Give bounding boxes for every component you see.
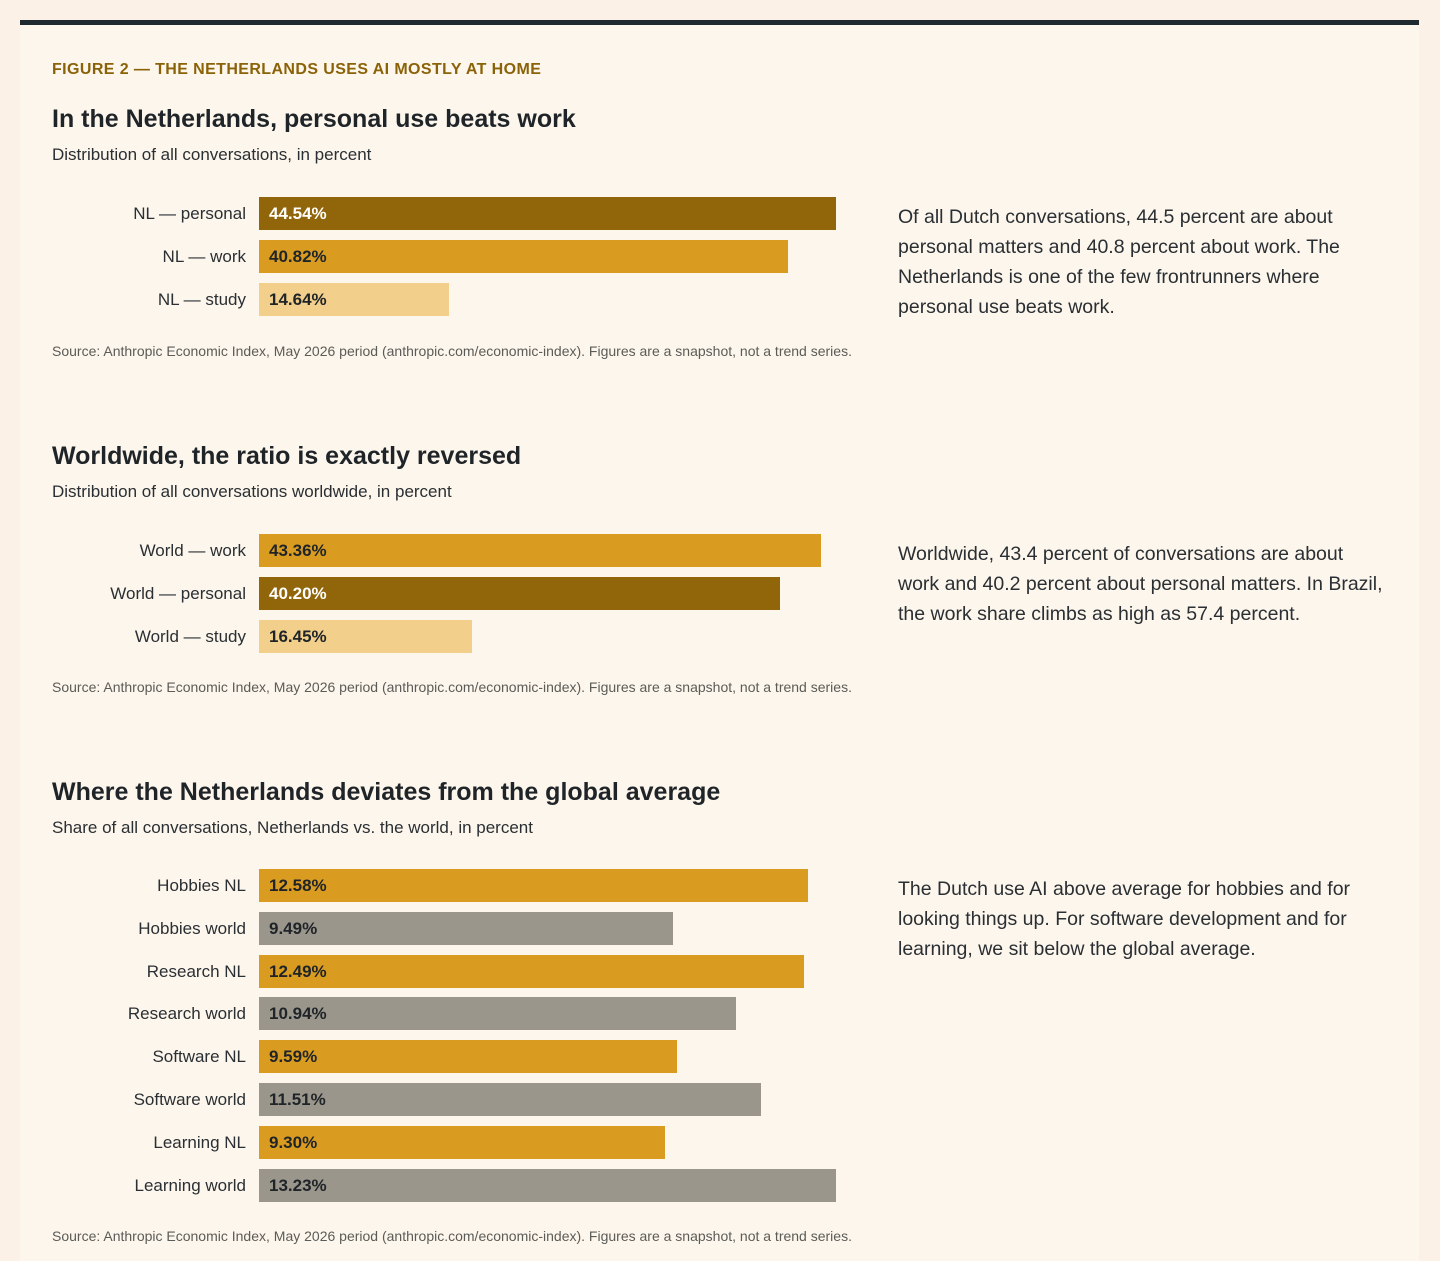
- bar-row: Learning NL 9.30%: [20, 1126, 880, 1159]
- category-label: NL — study: [157, 290, 246, 309]
- figure-card: FIGURE 2 — THE NETHERLANDS USES AI MOSTL…: [20, 20, 1419, 1261]
- bar-study: 16.45%: [259, 620, 472, 653]
- bar-world: 9.49%: [259, 912, 673, 945]
- value-label: 9.59%: [269, 1047, 318, 1066]
- source-note: Source: Anthropic Economic Index, May 20…: [52, 1228, 852, 1244]
- category-label: Software world: [133, 1090, 246, 1109]
- bar-row: Research NL 12.49%: [20, 955, 880, 988]
- bar-row: World — personal 40.20%: [20, 577, 880, 610]
- category-label: Hobbies NL: [157, 876, 246, 895]
- bar-row: NL — study 14.64%: [20, 283, 880, 316]
- bar-work: 40.82%: [259, 240, 788, 273]
- value-label: 9.30%: [269, 1133, 318, 1152]
- category-label: Learning NL: [153, 1133, 246, 1152]
- bar-work: 9.30%: [259, 1126, 665, 1159]
- category-label: World — personal: [110, 584, 246, 603]
- value-label: 16.45%: [269, 627, 327, 646]
- category-label: Software NL: [152, 1047, 246, 1066]
- value-label: 43.36%: [269, 541, 327, 560]
- value-label: 12.49%: [269, 962, 327, 981]
- section-subtitle: Distribution of all conversations worldw…: [52, 482, 452, 501]
- value-label: 40.20%: [269, 584, 327, 603]
- category-label: NL — personal: [133, 204, 246, 223]
- bar-work: 12.49%: [259, 955, 804, 988]
- section-subtitle: Distribution of all conversations, in pe…: [52, 145, 372, 164]
- source-note: Source: Anthropic Economic Index, May 20…: [52, 679, 852, 695]
- bar-row: Hobbies NL 12.58%: [20, 869, 880, 902]
- bar-personal: 44.54%: [259, 197, 836, 230]
- section-note: Worldwide, 43.4 percent of conversations…: [898, 543, 1383, 625]
- bar-personal: 40.20%: [259, 577, 780, 610]
- section-note: The Dutch use AI above average for hobbi…: [898, 878, 1351, 960]
- value-label: 14.64%: [269, 290, 327, 309]
- value-label: 10.94%: [269, 1004, 327, 1023]
- bar-work: 12.58%: [259, 869, 808, 902]
- bar-study: 14.64%: [259, 283, 449, 316]
- value-label: 13.23%: [269, 1176, 327, 1195]
- value-label: 11.51%: [269, 1090, 326, 1109]
- category-label: World — study: [134, 627, 246, 646]
- bar-world: 11.51%: [259, 1083, 761, 1116]
- bar-world: 10.94%: [259, 997, 736, 1030]
- bar-row: NL — personal 44.54%: [20, 197, 880, 230]
- value-label: 40.82%: [269, 247, 327, 266]
- section-title: Where the Netherlands deviates from the …: [52, 778, 721, 806]
- section-title: Worldwide, the ratio is exactly reversed: [52, 442, 522, 470]
- bar-row: World — work 43.36%: [20, 534, 880, 567]
- bar-row: Hobbies world 9.49%: [20, 912, 880, 945]
- figure-kicker: FIGURE 2 — THE NETHERLANDS USES AI MOSTL…: [52, 61, 542, 78]
- category-label: Research NL: [146, 962, 246, 981]
- category-label: World — work: [139, 541, 246, 560]
- value-label: 9.49%: [269, 919, 318, 938]
- bar-work: 43.36%: [259, 534, 821, 567]
- bar-row: Learning world 13.23%: [20, 1169, 880, 1202]
- section-note: Of all Dutch conversations, 44.5 percent…: [898, 206, 1340, 318]
- category-label: Learning world: [134, 1176, 246, 1195]
- bar-work: 9.59%: [259, 1040, 677, 1073]
- category-label: NL — work: [162, 247, 246, 266]
- bar-world: 13.23%: [259, 1169, 836, 1202]
- bar-row: Research world 10.94%: [20, 997, 880, 1030]
- section-subtitle: Share of all conversations, Netherlands …: [52, 818, 533, 837]
- source-note: Source: Anthropic Economic Index, May 20…: [52, 343, 852, 359]
- value-label: 12.58%: [269, 876, 327, 895]
- value-label: 44.54%: [269, 204, 327, 223]
- category-label: Research world: [127, 1004, 246, 1023]
- bar-row: Software world 11.51%: [20, 1083, 880, 1116]
- bar-row: NL — work 40.82%: [20, 240, 880, 273]
- section-title: In the Netherlands, personal use beats w…: [52, 105, 576, 133]
- bar-row: Software NL 9.59%: [20, 1040, 880, 1073]
- bar-row: World — study 16.45%: [20, 620, 880, 653]
- category-label: Hobbies world: [138, 919, 246, 938]
